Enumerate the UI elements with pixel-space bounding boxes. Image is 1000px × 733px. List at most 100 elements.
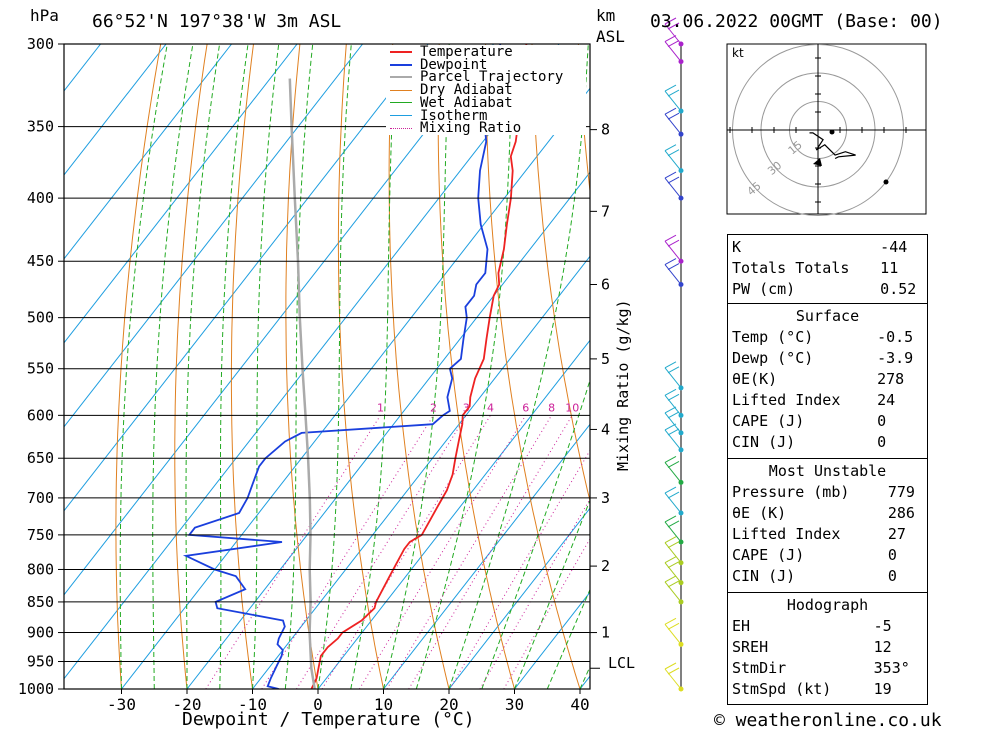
pressure-tick-label: 950 [27, 653, 54, 671]
wind-barb-flag [664, 406, 677, 414]
wind-barb-flag [667, 520, 680, 528]
wind-barb-flag [667, 541, 680, 549]
wind-barb-staff [664, 240, 682, 262]
pressure-tick-label: 550 [27, 360, 54, 378]
mixing-ratio-label: 4 [487, 401, 494, 414]
most-unstable-header: Most Unstable [768, 462, 887, 480]
wind-barb-staff [664, 521, 682, 543]
legend-item-dewpoint: Dewpoint [390, 58, 563, 72]
hodograph-frame [726, 43, 927, 215]
mu-li-row: Lifted Index 27 [732, 525, 906, 543]
lcl-label: LCL [608, 654, 636, 672]
mixing-ratio-label: 1 [377, 401, 384, 414]
wet-adiabat-line [152, 44, 194, 689]
hodograph-unit-label: kt [732, 46, 744, 60]
height-tick-label: 6 [601, 276, 610, 294]
dry-adiabat-line [950, 44, 1000, 689]
legend-item-isotherm: Isotherm [390, 109, 563, 123]
wet-adiabat-line [448, 44, 589, 689]
wind-barb-staff [664, 492, 682, 514]
wind-barb [664, 234, 684, 264]
height-tick-label: 1 [601, 624, 610, 642]
plot-frame [63, 43, 591, 690]
isotherm-line [317, 339, 590, 689]
pressure-tick-label: 350 [27, 118, 54, 136]
stmdir-row: StmDir 353° [732, 659, 910, 677]
legend-item-wet-adiabat: Wet Adiabat [390, 96, 563, 110]
wind-barb [664, 536, 684, 566]
wind-barb [664, 515, 684, 545]
wind-barb-flag [664, 662, 677, 670]
wind-barb-staff [664, 562, 682, 583]
copyright-link[interactable]: © weatheronline.co.uk [714, 710, 942, 731]
mixing-ratio-line [503, 537, 590, 689]
mixing-ratio-label: 8 [548, 401, 555, 414]
wind-barb-flag [667, 393, 680, 401]
wind-barb-flag [664, 556, 677, 564]
pressure-tick-label: 900 [27, 624, 54, 642]
sreh-row: SREH 12 [732, 638, 892, 656]
mixing-ratio-line [449, 449, 590, 689]
temperature-tick-label: 30 [505, 695, 524, 714]
height-tick-label: 7 [601, 202, 610, 220]
wind-barb-staff [664, 542, 682, 564]
mixing-ratio-line [408, 415, 573, 689]
wind-barb-flag [667, 622, 680, 630]
wind-barb [664, 144, 684, 174]
asl-unit-label: ASL [596, 27, 625, 46]
hodograph-marker [883, 179, 889, 185]
wind-barb-flag [664, 144, 677, 152]
wet-adiabat-line [284, 44, 314, 689]
pressure-tick-label: 850 [27, 593, 54, 611]
wind-barb-flag [667, 40, 680, 48]
date-label: 03.06.2022 00GMT (Base: 00) [650, 11, 943, 32]
index-box-surface: Surface Temp (°C) -0.5 Dewp (°C) -3.9 θE(K… [727, 303, 928, 459]
wind-barb-staff [664, 668, 682, 690]
wind-barb-flag [664, 17, 677, 25]
wind-barb-staff [664, 429, 682, 451]
pressure-tick-label: 650 [27, 449, 54, 467]
wind-barb-flag [664, 388, 677, 396]
dry-adiabat-line [174, 44, 208, 689]
temperature-tick-label: 40 [570, 695, 589, 714]
pressure-tick-label: 400 [27, 189, 54, 207]
mu-pressure-row: Pressure (mb) 779 [732, 483, 915, 501]
wind-barb-flag [667, 491, 680, 499]
wind-barb-flag [667, 580, 680, 588]
isotherm-line [64, 44, 494, 596]
wind-barb-flag [664, 423, 677, 431]
wind-barb-flag [667, 22, 680, 30]
wet-adiabat-line [481, 378, 590, 689]
surface-dewp-row: Dewp (°C) -3.9 [732, 349, 914, 367]
pressure-tick-label: 800 [27, 560, 54, 578]
wet-adiabat-line [415, 44, 514, 689]
wind-barb-staff [664, 150, 682, 171]
temperature-line [310, 44, 528, 689]
surface-temp-row: Temp (°C) -0.5 [732, 328, 914, 346]
isotherm-line [64, 44, 560, 680]
wind-barb-flag [667, 411, 680, 419]
wind-barb-flag [664, 486, 677, 494]
height-tick-label: 8 [601, 121, 610, 139]
surface-cape-row: CAPE (J) 0 [732, 412, 887, 430]
mixing-ratio-label: 2 [430, 401, 437, 414]
wind-barb-flag [667, 89, 680, 97]
location-label: 66°52'N 197°38'W 3m ASL [92, 11, 342, 32]
mixing-ratio-label: 10 [565, 401, 579, 414]
wind-barb-flag [664, 234, 677, 242]
temperature-tick-label: 0 [313, 695, 323, 714]
wind-barb-flag [664, 575, 677, 583]
wind-barb [664, 662, 684, 692]
wind-barb-flag [664, 455, 677, 463]
hodograph-header: Hodograph [786, 596, 869, 614]
legend-item-mixing-ratio: Mixing Ratio [390, 121, 563, 135]
temperature-tick-label: 10 [374, 695, 393, 714]
wind-barb [664, 107, 684, 137]
hpa-unit-label: hPa [30, 6, 59, 25]
mixing-ratio-axis-title: Mixing Ratio (g/kg) [614, 299, 632, 471]
x-axis-title: Dewpoint / Temperature (°C) [182, 709, 475, 730]
wind-barb-flag [667, 176, 680, 184]
height-tick-label: 2 [601, 557, 610, 575]
pressure-tick-label: 450 [27, 252, 54, 270]
pressure-tick-label: 300 [27, 35, 54, 53]
